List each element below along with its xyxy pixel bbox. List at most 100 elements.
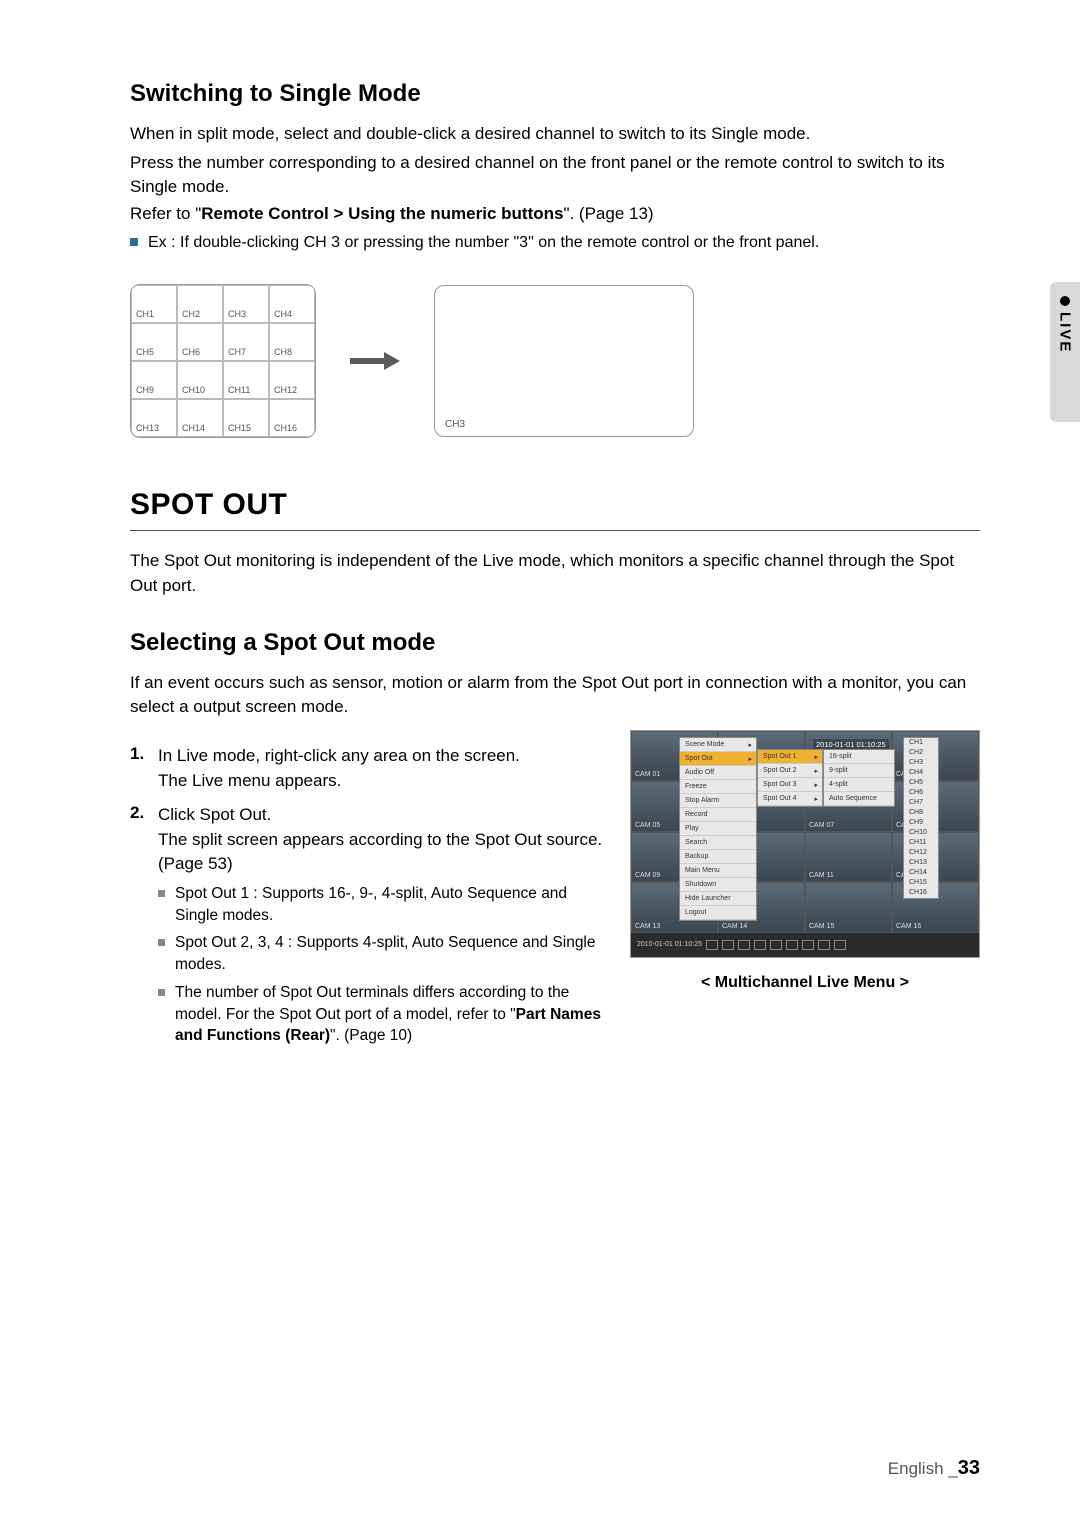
channel-list: CH1CH2CH3CH4CH5CH6CH7CH8CH9CH10CH11CH12C… xyxy=(903,737,939,899)
single-ch-label: CH3 xyxy=(445,419,465,430)
ctx-item: Scene Mode xyxy=(680,738,756,752)
ctx-item: Shutdown xyxy=(680,878,756,892)
ctx-item: Stop Alarm xyxy=(680,794,756,808)
ctx-item: Audio Off xyxy=(680,766,756,780)
ctx-item: Spot Out xyxy=(680,752,756,766)
title-spot-out: SPOT OUT xyxy=(130,488,980,531)
chlist-item: CH13 xyxy=(904,858,938,868)
ctx-item: Hide Launcher xyxy=(680,892,756,906)
ctx-item: Play xyxy=(680,822,756,836)
ref-bold: Remote Control > Using the numeric butto… xyxy=(201,204,563,223)
footer-page: 33 xyxy=(958,1457,980,1479)
step-2-num: 2. xyxy=(130,803,158,1047)
chlist-item: CH5 xyxy=(904,778,938,788)
step-2b: The split screen appears according to th… xyxy=(158,830,602,874)
bullet-square-grey-icon xyxy=(158,939,165,946)
ref-line: Refer to "Remote Control > Using the num… xyxy=(130,204,980,224)
ctx-item: Search xyxy=(680,836,756,850)
submenu2-item: 16-split xyxy=(824,750,894,764)
selecting-p1: If an event occurs such as sensor, motio… xyxy=(130,671,980,720)
grid-cell: CH7 xyxy=(223,323,269,361)
chlist-item: CH15 xyxy=(904,878,938,888)
step-1: 1. In Live mode, right-click any area on… xyxy=(130,744,612,793)
submenu2-item: 9-split xyxy=(824,764,894,778)
ref-suffix: ". (Page 13) xyxy=(563,204,653,223)
sub-bullet-2: Spot Out 2, 3, 4 : Supports 4-split, Aut… xyxy=(158,932,612,975)
chlist-item: CH7 xyxy=(904,798,938,808)
submenu-item: Spot Out 2 xyxy=(758,764,822,778)
submenu-split: 16-split9-split4-splitAuto Sequence xyxy=(823,749,895,807)
heading-switching: Switching to Single Mode xyxy=(130,80,980,108)
grid-cell: CH10 xyxy=(177,361,223,399)
grid-16ch: CH1CH2CH3CH4CH5CH6CH7CH8CH9CH10CH11CH12C… xyxy=(130,284,316,438)
chlist-item: CH3 xyxy=(904,758,938,768)
arrow-icon xyxy=(350,354,400,368)
ss-cam-cell: CAM 11 xyxy=(805,832,892,883)
grid-cell: CH4 xyxy=(269,285,315,323)
grid-cell: CH11 xyxy=(223,361,269,399)
grid-cell: CH3 xyxy=(223,285,269,323)
grid-cell: CH12 xyxy=(269,361,315,399)
grid-cell: CH13 xyxy=(131,399,177,437)
grid-cell: CH15 xyxy=(223,399,269,437)
diagram-row: CH1CH2CH3CH4CH5CH6CH7CH8CH9CH10CH11CH12C… xyxy=(130,284,980,438)
submenu-item: Spot Out 1 xyxy=(758,750,822,764)
submenu2-item: Auto Sequence xyxy=(824,792,894,806)
heading-selecting: Selecting a Spot Out mode xyxy=(130,629,980,657)
sb3-a: The number of Spot Out terminals differs… xyxy=(175,984,569,1023)
step-2: 2. Click Spot Out. The split screen appe… xyxy=(130,803,612,1047)
ss-bottom-bar: 2010-01-01 01:10:25 xyxy=(631,933,979,957)
grid-cell: CH6 xyxy=(177,323,223,361)
ctx-item: Main Menu xyxy=(680,864,756,878)
submenu-spotout: Spot Out 1Spot Out 2Spot Out 3Spot Out 4 xyxy=(757,749,823,807)
bullet-square-icon xyxy=(130,238,138,246)
grid-cell: CH8 xyxy=(269,323,315,361)
submenu2-item: 4-split xyxy=(824,778,894,792)
footer-sep: _ xyxy=(948,1459,957,1478)
ctx-item: Logout xyxy=(680,906,756,920)
context-menu: Scene ModeSpot OutAudio OffFreezeStop Al… xyxy=(679,737,757,921)
step-1b: The Live menu appears. xyxy=(158,771,341,790)
chlist-item: CH11 xyxy=(904,838,938,848)
sub-bullet-1: Spot Out 1 : Supports 16-, 9-, 4-split, … xyxy=(158,883,612,926)
step-2a: Click Spot Out. xyxy=(158,805,271,824)
para-1: When in split mode, select and double-cl… xyxy=(130,122,980,147)
chlist-item: CH9 xyxy=(904,818,938,828)
grid-cell: CH5 xyxy=(131,323,177,361)
chlist-item: CH2 xyxy=(904,748,938,758)
spotout-intro: The Spot Out monitoring is independent o… xyxy=(130,549,980,598)
chlist-item: CH14 xyxy=(904,868,938,878)
ctx-item: Backup xyxy=(680,850,756,864)
grid-cell: CH14 xyxy=(177,399,223,437)
chlist-item: CH16 xyxy=(904,888,938,898)
chlist-item: CH12 xyxy=(904,848,938,858)
grid-cell: CH16 xyxy=(269,399,315,437)
page-footer: English _33 xyxy=(888,1457,980,1480)
ss-cam-cell: CAM 15 xyxy=(805,882,892,933)
sub-bullet-2-text: Spot Out 2, 3, 4 : Supports 4-split, Aut… xyxy=(175,932,612,975)
chlist-item: CH10 xyxy=(904,828,938,838)
screenshot-caption: < Multichannel Live Menu > xyxy=(630,974,980,992)
grid-cell: CH1 xyxy=(131,285,177,323)
sub-bullet-1-text: Spot Out 1 : Supports 16-, 9-, 4-split, … xyxy=(175,883,612,926)
submenu-item: Spot Out 3 xyxy=(758,778,822,792)
footer-lang: English xyxy=(888,1459,944,1478)
bullet-ex: Ex : If double-clicking CH 3 or pressing… xyxy=(130,232,980,254)
screenshot-multichannel: CAM 01CAM 02CAM 03CAM 04CAM 05CAM 06CAM … xyxy=(630,730,980,958)
ctx-item: Freeze xyxy=(680,780,756,794)
bullet-square-grey-icon xyxy=(158,989,165,996)
chlist-item: CH8 xyxy=(904,808,938,818)
bullet-ex-text: Ex : If double-clicking CH 3 or pressing… xyxy=(148,232,819,254)
step-1a: In Live mode, right-click any area on th… xyxy=(158,746,520,765)
chlist-item: CH4 xyxy=(904,768,938,778)
sub-bullet-3: The number of Spot Out terminals differs… xyxy=(158,982,612,1047)
single-ch-box: CH3 xyxy=(434,285,694,437)
grid-cell: CH2 xyxy=(177,285,223,323)
ref-prefix: Refer to " xyxy=(130,204,201,223)
ctx-item: Record xyxy=(680,808,756,822)
sb3-b: ". (Page 10) xyxy=(330,1027,412,1044)
sub-bullet-3-text: The number of Spot Out terminals differs… xyxy=(175,982,612,1047)
step-1-num: 1. xyxy=(130,744,158,793)
para-2: Press the number corresponding to a desi… xyxy=(130,151,980,200)
bullet-square-grey-icon xyxy=(158,890,165,897)
